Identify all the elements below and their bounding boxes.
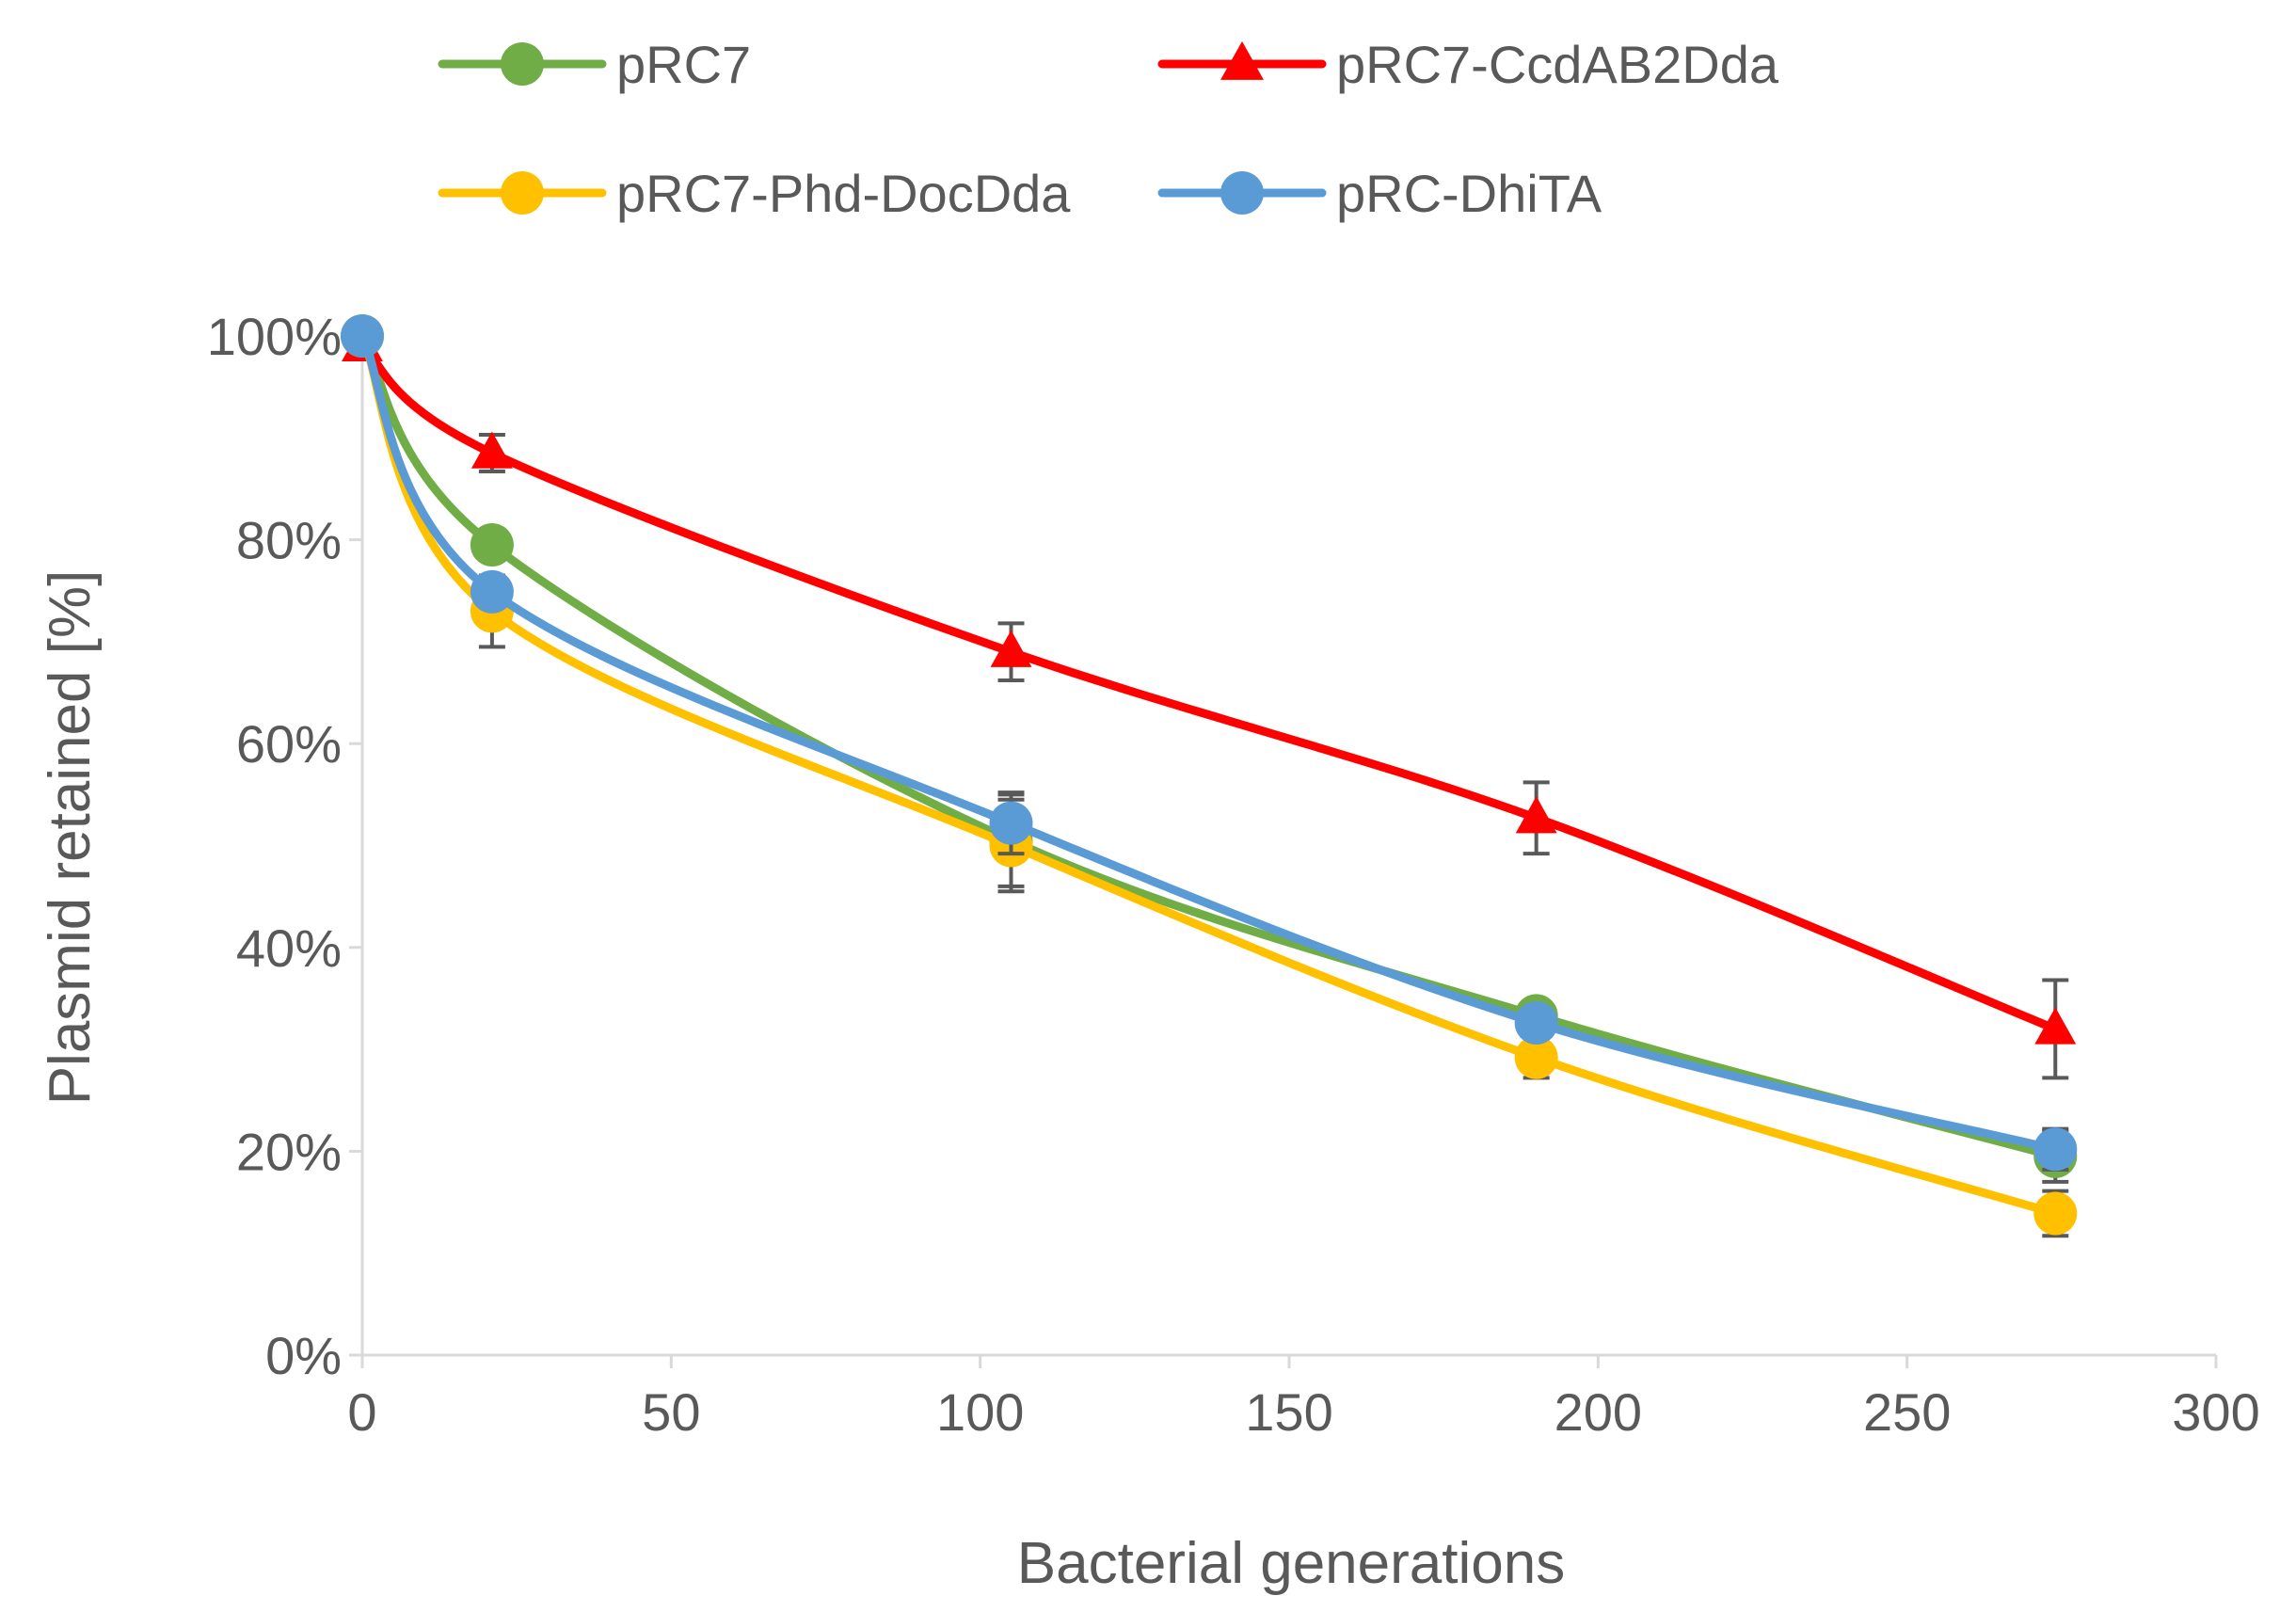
legend-swatch-marker [501, 171, 544, 215]
x-axis-title: Bacterial generations [1017, 1531, 1565, 1596]
x-tick-label: 200 [1555, 1382, 1642, 1442]
series-line [358, 331, 2060, 1154]
y-tick-label: 0% [265, 1326, 342, 1385]
data-point [470, 569, 514, 614]
series-line [358, 331, 2060, 1161]
legend-label: pRC7-CcdAB2Dda [1336, 35, 1779, 94]
legend: pRC7 pRC7-CcdAB2Dda pRC7-Phd-DocDda pRC-Dhi… [438, 35, 1779, 223]
legend-swatch-marker [1220, 171, 1264, 215]
x-tick-label: 300 [2172, 1382, 2259, 1442]
legend-swatch-marker [1220, 40, 1264, 80]
series-layer [341, 314, 2078, 1238]
x-tick-label: 100 [936, 1382, 1024, 1442]
series-prc-dhita [341, 314, 2078, 1172]
legend-label: pRC7-Phd-DocDda [616, 164, 1071, 223]
y-tick-label: 20% [236, 1122, 342, 1181]
legend-item-prc-dhita: pRC-DhiTA [1157, 164, 1602, 223]
y-axis-title: Plasmid retained [%] [38, 570, 103, 1106]
data-point [1515, 796, 1557, 834]
data-point [990, 630, 1032, 667]
data-point [2033, 1191, 2078, 1236]
legend-label: pRC-DhiTA [1336, 164, 1602, 223]
legend-item-prc7-phd-docdda: pRC7-Phd-DocDda [438, 164, 1071, 223]
data-point [1514, 1000, 1558, 1045]
legend-swatch-marker [501, 42, 544, 86]
data-point [2034, 1007, 2077, 1045]
x-tick-label: 50 [642, 1382, 700, 1442]
data-point [341, 314, 384, 358]
legend-item-prc7: pRC7 [438, 35, 751, 94]
x-tick-label: 250 [1863, 1382, 1951, 1442]
series-prc7 [341, 314, 2078, 1184]
y-tick-label: 100% [207, 307, 342, 366]
series-prc7-ccdab2dda [342, 324, 2077, 1080]
legend-label: pRC7 [616, 35, 751, 94]
data-point [470, 431, 513, 469]
axes: 0 50 100 150 200 250 300 0% 20% 40% 60% 80% 100% [207, 307, 2260, 1442]
x-tick-label: 0 [347, 1382, 376, 1442]
y-tick-label: 80% [236, 511, 342, 570]
data-point [989, 801, 1033, 845]
data-point [1514, 1035, 1558, 1079]
data-point [2033, 1127, 2078, 1172]
y-tick-label: 60% [236, 714, 342, 774]
legend-item-prc7-ccdab2dda: pRC7-CcdAB2Dda [1157, 35, 1779, 94]
series-line [358, 331, 2060, 1218]
x-tick-label: 150 [1245, 1382, 1332, 1442]
y-tick-label: 40% [236, 918, 342, 978]
data-point [470, 523, 514, 567]
